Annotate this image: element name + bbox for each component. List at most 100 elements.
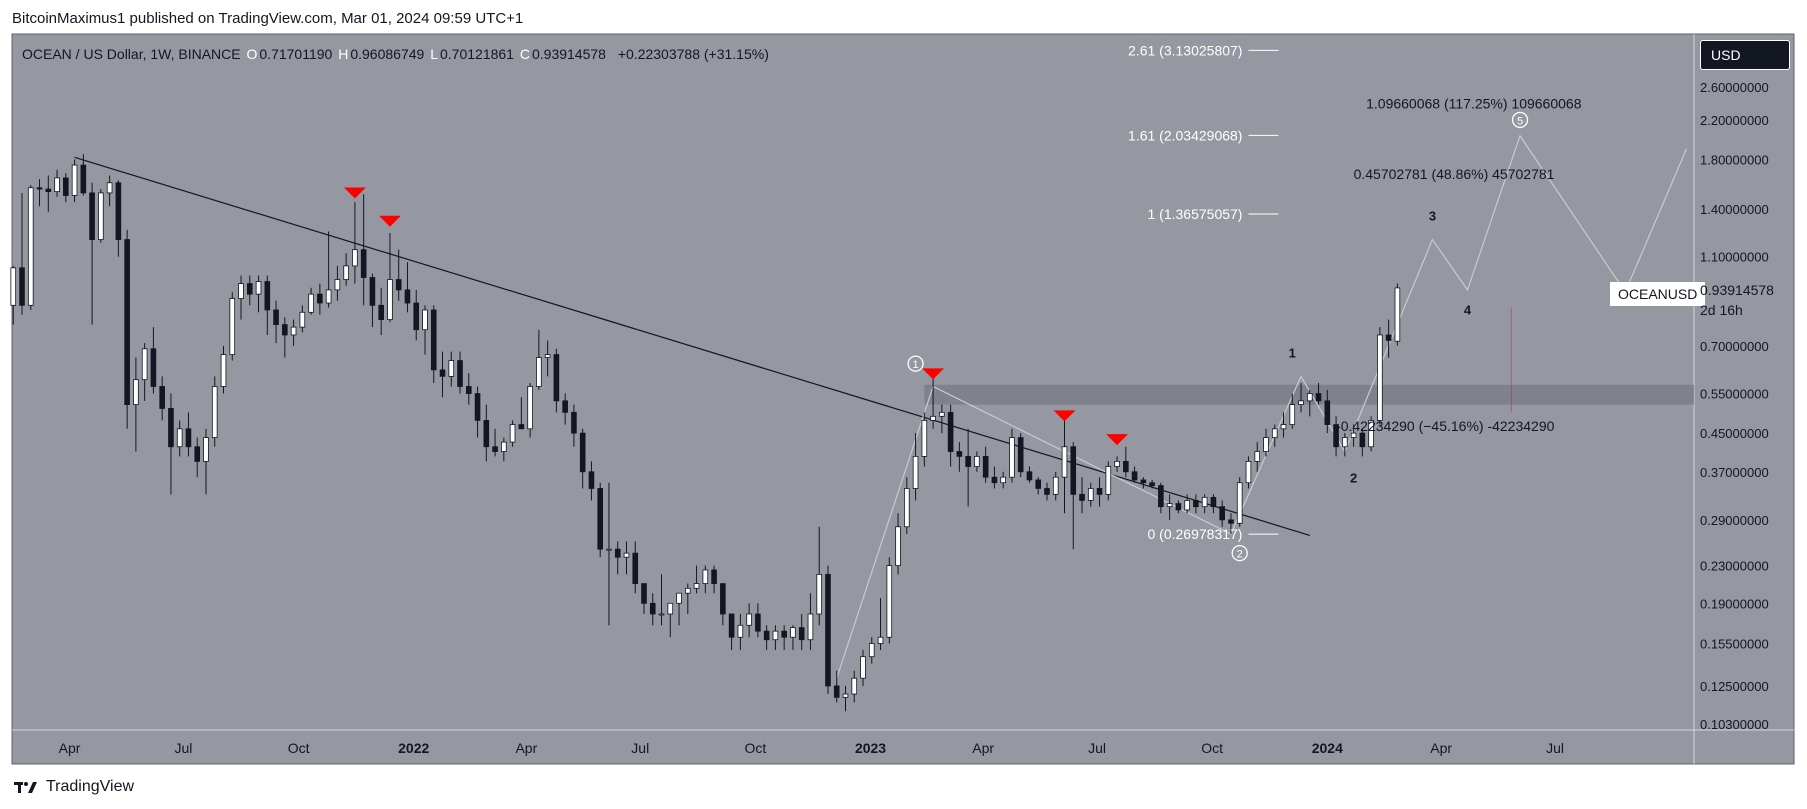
time-axis-tick: Apr bbox=[972, 740, 994, 756]
price-axis-tick: 1.80000000 bbox=[1700, 153, 1769, 168]
candle-body bbox=[579, 432, 586, 473]
candle-body bbox=[868, 643, 875, 658]
candle-body bbox=[623, 552, 630, 558]
candle-body bbox=[711, 569, 717, 584]
candle-body bbox=[1368, 420, 1374, 448]
candle-body bbox=[1166, 503, 1173, 508]
candle-body bbox=[1350, 432, 1357, 438]
candle-body bbox=[211, 386, 218, 438]
candle-body bbox=[833, 685, 840, 698]
candle-body bbox=[807, 613, 814, 641]
candle-body bbox=[921, 420, 928, 457]
candle-body bbox=[282, 324, 288, 336]
candle-body bbox=[544, 354, 551, 358]
candle-body bbox=[325, 289, 332, 304]
candle-body bbox=[19, 267, 25, 306]
currency-button[interactable]: USD bbox=[1700, 40, 1790, 70]
legend-open-label: O bbox=[246, 46, 258, 62]
candle-body bbox=[395, 279, 402, 291]
candle-body bbox=[54, 177, 60, 193]
candle-body bbox=[649, 602, 656, 615]
footer-brand[interactable]: TradingView bbox=[14, 778, 134, 796]
time-axis-tick: Jul bbox=[175, 740, 193, 756]
candle-body bbox=[1009, 437, 1015, 478]
candle-body bbox=[965, 455, 971, 467]
candle-body bbox=[1271, 428, 1278, 438]
candle-body bbox=[606, 548, 612, 551]
rejection-marker-icon bbox=[922, 368, 945, 380]
candle-body bbox=[1315, 393, 1322, 402]
candle-body bbox=[763, 630, 770, 641]
candle-body bbox=[781, 630, 787, 638]
candle-body bbox=[1052, 476, 1059, 495]
legend-symbol: OCEAN / US Dollar, 1W, BINANCE bbox=[22, 46, 241, 62]
symbol-legend: OCEAN / US Dollar, 1W, BINANCE O 0.717011… bbox=[22, 46, 771, 62]
candle-body bbox=[1193, 500, 1199, 508]
candle-body bbox=[1087, 488, 1094, 501]
candle-body bbox=[1158, 485, 1164, 508]
candle-body bbox=[614, 548, 621, 558]
tradingview-logo-icon bbox=[14, 782, 37, 793]
candle-body bbox=[229, 298, 236, 355]
candle-body bbox=[641, 583, 647, 604]
legend-low: 0.70121861 bbox=[440, 46, 514, 62]
candle-body bbox=[203, 437, 209, 462]
time-axis-tick: Apr bbox=[515, 740, 537, 756]
candle-body bbox=[693, 583, 700, 589]
candle-body bbox=[1359, 432, 1366, 448]
candle-body bbox=[98, 192, 104, 240]
candle-body bbox=[1306, 393, 1313, 402]
price-axis-tick: 0.10300000 bbox=[1700, 717, 1769, 732]
candle-body bbox=[597, 488, 603, 550]
time-axis-tick: Jul bbox=[631, 740, 649, 756]
price-axis-tick: 0.70000000 bbox=[1700, 339, 1769, 354]
candle-body bbox=[790, 627, 796, 638]
candle-body bbox=[1044, 488, 1050, 495]
measurement-label: 1.09660068 (117.25%) 109660068 bbox=[1366, 96, 1582, 112]
candle-body bbox=[1228, 519, 1234, 524]
candle-body bbox=[895, 526, 901, 567]
candle-body bbox=[308, 293, 314, 313]
candle-body bbox=[939, 411, 945, 417]
candle-body bbox=[1140, 479, 1147, 484]
candle-body bbox=[1280, 424, 1287, 430]
candle-body bbox=[63, 177, 69, 196]
candle-body bbox=[465, 386, 472, 394]
rejection-marker-icon bbox=[1106, 434, 1129, 446]
fib-level-label: 0 (0.26978317) bbox=[1148, 526, 1243, 542]
time-axis-tick: Apr bbox=[59, 740, 81, 756]
candle-body bbox=[1131, 471, 1138, 481]
candle-body bbox=[912, 455, 919, 489]
wave-label: 3 bbox=[1429, 209, 1436, 224]
candle-body bbox=[27, 187, 34, 306]
candle-body bbox=[483, 420, 490, 448]
candle-body bbox=[141, 348, 148, 381]
candle-body bbox=[702, 569, 709, 584]
candle-body bbox=[1017, 437, 1024, 473]
legend-low-label: L bbox=[430, 46, 438, 62]
candle-body bbox=[1210, 496, 1217, 508]
candle-body bbox=[1263, 437, 1269, 452]
candle-body bbox=[1245, 460, 1252, 484]
candle-body bbox=[343, 265, 349, 280]
candle-body bbox=[1236, 482, 1243, 524]
time-axis-tick: Apr bbox=[1430, 740, 1452, 756]
time-axis-tick: Oct bbox=[288, 740, 310, 756]
candle-body bbox=[290, 326, 297, 336]
price-axis-tick: 0.15500000 bbox=[1700, 637, 1769, 652]
candle-body bbox=[89, 192, 95, 240]
candle-body bbox=[509, 424, 516, 443]
candle-body bbox=[851, 677, 858, 695]
candle-body bbox=[1026, 471, 1033, 481]
candle-body bbox=[150, 348, 157, 387]
price-axis-tick: 1.40000000 bbox=[1700, 202, 1769, 217]
candle-body bbox=[1035, 479, 1042, 489]
candle-body bbox=[430, 309, 437, 371]
candle-body bbox=[1342, 437, 1348, 448]
candle-body bbox=[1149, 482, 1155, 486]
candle-body bbox=[501, 441, 507, 452]
time-axis-tick: Oct bbox=[1201, 740, 1223, 756]
measurement-label: -0.42234290 (−45.16%) -42234290 bbox=[1336, 418, 1555, 434]
circled-wave-marker bbox=[1231, 544, 1248, 562]
